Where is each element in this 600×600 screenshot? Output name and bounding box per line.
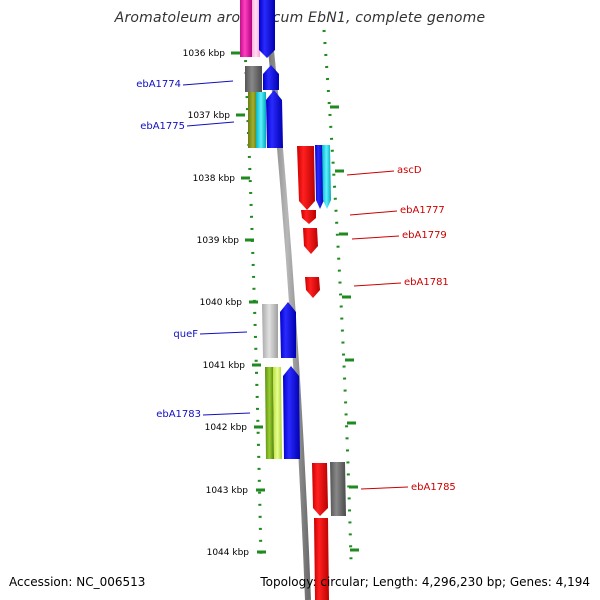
gene-arrow — [301, 210, 316, 224]
accession-text: Accession: NC_006513 — [9, 575, 146, 589]
gene-label-queF: queF — [173, 329, 198, 340]
gene-block — [262, 304, 278, 358]
gene-label-ebA1781: ebA1781 — [404, 277, 449, 288]
gene-label-ebA1783: ebA1783 — [156, 409, 201, 420]
topology-text: Topology: circular; Length: 4,296,230 bp… — [260, 575, 590, 589]
gene-arrow — [266, 90, 283, 148]
gene-label-ebA1774: ebA1774 — [136, 79, 181, 90]
gene-arrow — [312, 463, 328, 516]
ruler-label-1044: 1044 kbp — [207, 548, 250, 558]
leader-line — [202, 412, 251, 416]
gene-block — [240, 0, 252, 57]
gene-block — [256, 92, 266, 148]
gene-label-ascD: ascD — [397, 165, 422, 176]
gene-label-ebA1785: ebA1785 — [411, 482, 456, 493]
gene-block — [265, 367, 274, 459]
gene-arrow — [263, 65, 279, 90]
ruler-label-1038: 1038 kbp — [193, 174, 236, 184]
ruler-label-1043: 1043 kbp — [206, 486, 249, 496]
leader-line — [349, 210, 398, 216]
gene-arrow — [297, 146, 315, 210]
leader-line — [346, 170, 395, 176]
ruler-label-1037: 1037 kbp — [188, 111, 231, 121]
ruler-label-1042: 1042 kbp — [205, 423, 248, 433]
leader-line — [353, 282, 402, 287]
gene-arrow — [280, 302, 296, 358]
gene-block — [330, 462, 346, 516]
leader-line — [351, 235, 400, 240]
gene-block — [273, 367, 282, 459]
ruler-ticks-right — [330, 105, 359, 552]
gene-arrow — [315, 145, 324, 209]
map-title: Aromatoleum aromaticum EbN1, complete ge… — [114, 10, 486, 26]
gene-arrow — [259, 0, 275, 58]
ruler-label-1040: 1040 kbp — [200, 298, 243, 308]
gene-label-ebA1779: ebA1779 — [402, 230, 447, 241]
gene-arrow — [314, 518, 329, 600]
ruler-label-1036: 1036 kbp — [183, 49, 226, 59]
gene-arrow — [322, 145, 331, 209]
gene-label-ebA1777: ebA1777 — [400, 205, 445, 216]
leader-line — [186, 121, 235, 127]
leader-line — [199, 331, 248, 335]
leader-line — [182, 80, 234, 86]
gene-arrow — [283, 366, 300, 459]
ruler-ticks-left — [231, 51, 266, 554]
gene-arrow — [303, 228, 318, 254]
leader-line — [360, 486, 409, 490]
gene-block — [245, 66, 262, 92]
gene-block — [248, 92, 258, 148]
ruler-label-1041: 1041 kbp — [203, 361, 246, 371]
gene-block — [252, 0, 260, 57]
gene-label-ebA1775: ebA1775 — [140, 121, 185, 132]
gene-arrow — [305, 277, 320, 298]
ruler-label-1039: 1039 kbp — [197, 236, 240, 246]
